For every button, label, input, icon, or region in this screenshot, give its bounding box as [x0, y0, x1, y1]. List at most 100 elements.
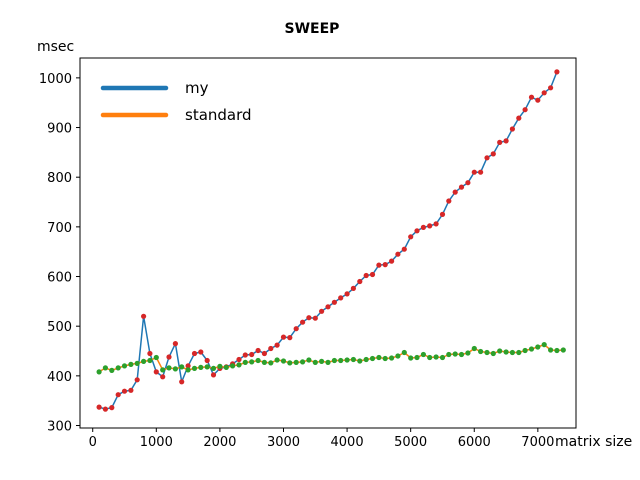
data-point-standard	[280, 358, 287, 364]
data-point-standard	[198, 364, 204, 370]
data-point-standard	[344, 357, 350, 363]
data-point-standard	[306, 357, 312, 363]
data-point-standard	[204, 364, 210, 370]
data-point-my	[312, 315, 318, 321]
data-point-standard	[268, 360, 274, 366]
data-point-standard	[528, 346, 535, 352]
data-point-my	[427, 223, 433, 229]
data-point-my	[509, 126, 515, 132]
data-point-standard	[230, 363, 236, 369]
data-point-standard	[217, 363, 223, 369]
data-point-standard	[141, 358, 147, 364]
legend-label-my: my	[185, 79, 209, 97]
data-point-standard	[300, 359, 306, 365]
data-point-my	[376, 262, 382, 268]
data-point-my	[121, 388, 128, 394]
data-point-my	[141, 313, 147, 319]
data-point-my	[128, 387, 134, 393]
data-point-standard	[471, 345, 477, 352]
data-point-standard	[395, 353, 401, 359]
data-point-standard	[535, 344, 541, 350]
data-point-my	[325, 304, 331, 310]
data-point-standard	[465, 350, 471, 356]
data-point-my	[344, 291, 350, 297]
x-tick-label: 0	[89, 435, 97, 450]
chart-title: SWEEP	[285, 21, 340, 37]
data-point-standard	[363, 356, 369, 363]
x-tick-label: 6000	[458, 435, 491, 450]
x-axis-ticks: 0 1000 2000 3000 4000 5000 6000 7000	[89, 428, 554, 450]
data-point-my	[497, 139, 503, 145]
y-tick-label: 1000	[39, 72, 72, 87]
data-point-my	[548, 85, 554, 91]
data-point-standard	[369, 355, 376, 362]
data-point-my	[96, 404, 102, 410]
data-point-standard	[427, 354, 433, 361]
data-point-my	[490, 151, 496, 157]
data-point-standard	[179, 364, 185, 370]
data-point-my	[401, 246, 407, 252]
data-point-my	[369, 271, 376, 278]
data-point-standard	[420, 351, 426, 358]
data-point-standard	[382, 355, 388, 362]
data-point-standard	[490, 350, 496, 357]
data-point-my	[268, 345, 274, 352]
x-tick-label: 4000	[331, 435, 364, 450]
data-point-my	[172, 341, 178, 347]
data-point-my	[198, 349, 204, 355]
data-point-standard	[255, 357, 261, 364]
data-point-my	[478, 169, 484, 175]
data-point-my	[382, 262, 388, 268]
data-point-standard	[452, 351, 458, 357]
data-point-my	[458, 184, 465, 190]
data-point-standard	[319, 358, 325, 364]
data-point-my	[134, 377, 140, 383]
data-point-standard	[242, 359, 248, 365]
data-point-my	[319, 308, 325, 314]
data-point-standard	[249, 359, 255, 365]
data-point-standard	[408, 355, 414, 361]
y-axis-label: msec	[37, 39, 74, 55]
data-point-my	[210, 372, 217, 378]
x-tick-label: 3000	[267, 435, 300, 450]
data-point-my	[261, 350, 267, 357]
data-point-my	[503, 138, 509, 144]
data-point-standard	[102, 365, 108, 371]
data-point-my	[357, 278, 363, 285]
data-point-standard	[147, 357, 153, 364]
data-point-my	[471, 169, 477, 175]
data-point-standard	[274, 357, 280, 363]
data-point-standard	[115, 365, 121, 371]
data-point-my	[293, 326, 299, 332]
data-point-standard	[401, 349, 407, 356]
data-point-standard	[484, 349, 490, 356]
data-point-standard	[357, 358, 363, 364]
data-point-standard	[541, 342, 547, 348]
data-point-my	[389, 258, 395, 264]
axes-frame	[79, 57, 577, 429]
data-point-standard	[121, 363, 128, 369]
data-point-my	[306, 315, 312, 321]
series-layer	[96, 69, 566, 412]
data-point-my	[433, 221, 439, 227]
x-tick-label: 2000	[203, 435, 236, 450]
y-tick-label: 700	[47, 221, 72, 236]
data-point-standard	[185, 367, 191, 373]
data-point-standard	[153, 354, 159, 361]
data-point-standard	[560, 347, 566, 353]
y-tick-label: 800	[47, 171, 72, 186]
data-point-standard	[261, 359, 267, 365]
data-point-my	[153, 369, 159, 375]
data-point-standard	[554, 347, 560, 354]
data-point-my	[242, 352, 248, 358]
data-point-standard	[478, 348, 484, 355]
data-point-standard	[223, 364, 229, 370]
data-point-my	[331, 299, 337, 305]
data-point-my	[465, 180, 471, 186]
data-point-my	[204, 357, 210, 364]
data-point-my	[446, 198, 452, 204]
data-point-standard	[548, 347, 554, 353]
data-point-standard	[331, 357, 337, 364]
data-point-my	[452, 189, 458, 195]
